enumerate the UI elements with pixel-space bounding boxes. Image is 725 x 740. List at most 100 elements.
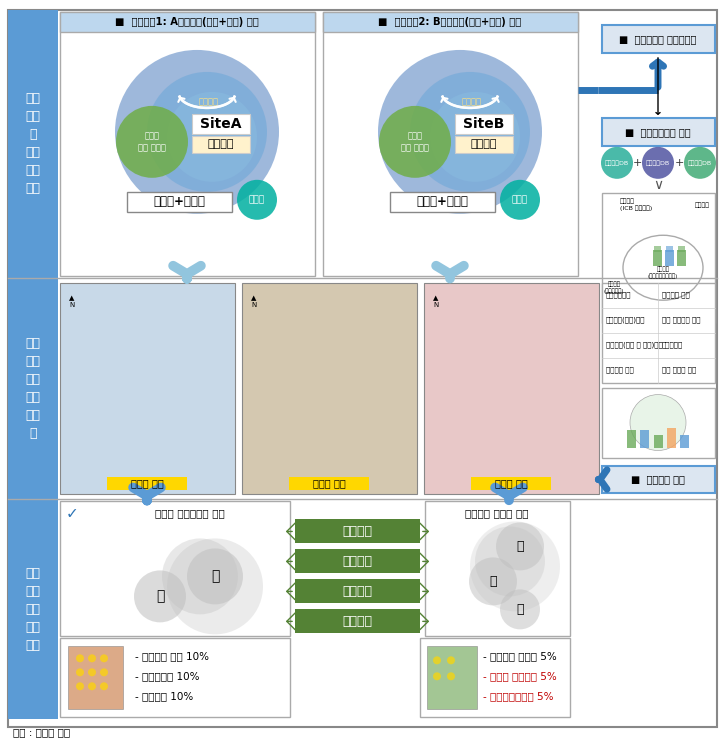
Circle shape — [88, 668, 96, 676]
Text: 인구확화(이양)특성: 인구확화(이양)특성 — [606, 317, 645, 323]
Text: 시: 시 — [211, 569, 219, 583]
Circle shape — [630, 394, 686, 451]
Bar — [602, 465, 715, 494]
Circle shape — [475, 526, 545, 596]
Bar — [602, 118, 715, 146]
Circle shape — [378, 50, 542, 214]
Text: 정책
설계
및
시나
리오
설정: 정책 설계 및 시나 리오 설정 — [25, 92, 41, 195]
Bar — [654, 433, 663, 448]
Text: 비수도권: 비수도권 — [462, 98, 482, 107]
Bar — [455, 114, 513, 134]
Circle shape — [134, 571, 186, 622]
Circle shape — [167, 539, 263, 634]
Bar — [8, 278, 58, 500]
Text: 공동주택DB: 공동주택DB — [646, 160, 670, 166]
Text: - 소득성장 10%: - 소득성장 10% — [135, 691, 194, 702]
Text: 인구 유입거리 분포: 인구 유입거리 분포 — [662, 317, 700, 323]
Bar — [192, 114, 250, 134]
FancyArrowPatch shape — [420, 583, 428, 599]
Text: - 수도권 집중해소 5%: - 수도권 집중해소 5% — [483, 671, 557, 682]
Circle shape — [162, 539, 238, 614]
Text: ▲
N: ▲ N — [252, 295, 257, 308]
Bar — [289, 477, 369, 491]
Bar — [425, 502, 570, 636]
Circle shape — [147, 72, 267, 192]
Circle shape — [88, 682, 96, 690]
Circle shape — [167, 92, 257, 182]
Bar — [323, 12, 578, 276]
Bar — [602, 388, 715, 457]
Text: ∨: ∨ — [653, 178, 663, 192]
Text: ✓: ✓ — [66, 506, 78, 521]
Bar — [323, 12, 578, 32]
Text: 주요 집중지 분포: 주요 집중지 분포 — [662, 366, 696, 373]
Circle shape — [500, 589, 540, 629]
Bar — [295, 609, 420, 633]
Circle shape — [430, 92, 520, 182]
Circle shape — [115, 50, 279, 214]
Circle shape — [76, 668, 84, 676]
Text: 통근권 확대: 통근권 확대 — [130, 479, 163, 488]
Bar — [107, 477, 187, 491]
Text: 이동경로 측정: 이동경로 측정 — [662, 292, 689, 298]
FancyArrowPatch shape — [287, 553, 295, 570]
Circle shape — [237, 180, 277, 220]
Text: 산업정책: 산업정책 — [342, 525, 372, 538]
Bar — [242, 283, 417, 494]
Text: 행정경계: 행정경계 — [695, 202, 710, 208]
Text: 시: 시 — [516, 540, 523, 553]
FancyArrowPatch shape — [420, 553, 428, 570]
Text: 해양정책: 해양정책 — [342, 585, 372, 598]
Bar — [8, 10, 58, 278]
Circle shape — [76, 682, 84, 690]
Text: 유형완구특성: 유형완구특성 — [606, 292, 631, 298]
FancyArrowPatch shape — [287, 523, 295, 539]
Bar — [653, 249, 662, 266]
Text: ▲
N: ▲ N — [434, 295, 439, 308]
Bar — [665, 249, 674, 266]
Circle shape — [76, 654, 84, 662]
Bar — [602, 283, 715, 383]
Text: - 지역경제성장율 5%: - 지역경제성장율 5% — [483, 691, 553, 702]
Text: 교류권 확대: 교류권 확대 — [494, 479, 527, 488]
FancyArrowPatch shape — [287, 613, 295, 630]
Bar — [627, 429, 636, 448]
Bar — [602, 193, 715, 323]
Bar — [455, 136, 513, 153]
Bar — [654, 246, 661, 252]
Circle shape — [469, 557, 517, 605]
Bar — [60, 639, 290, 717]
Text: 택지지구DB: 택지지구DB — [605, 160, 629, 166]
Bar — [60, 12, 315, 32]
Text: 산업부+국토부: 산업부+국토부 — [153, 195, 205, 208]
Bar — [8, 500, 58, 719]
Circle shape — [470, 522, 560, 611]
Text: ■  시공간데이터 융합: ■ 시공간데이터 융합 — [625, 127, 691, 137]
Text: 수도권: 수도권 — [249, 195, 265, 204]
Bar — [295, 549, 420, 574]
Bar — [680, 428, 689, 448]
Text: 공동주택
(국토교통부): 공동주택 (국토교통부) — [604, 281, 624, 294]
Text: 군: 군 — [156, 589, 164, 603]
Circle shape — [100, 668, 108, 676]
Text: 광역적 경제협력권 형성: 광역적 경제협력권 형성 — [155, 508, 225, 519]
Text: 교육부+국토부: 교육부+국토부 — [416, 195, 468, 208]
Bar — [427, 646, 477, 709]
Circle shape — [410, 72, 530, 192]
Bar — [602, 25, 715, 53]
Text: 시: 시 — [516, 603, 523, 616]
Bar — [60, 502, 290, 636]
Circle shape — [447, 656, 455, 665]
Text: 인접한
외부 시군구: 인접한 외부 시군구 — [138, 132, 166, 152]
Text: - 지역격차 해소율 5%: - 지역격차 해소율 5% — [483, 651, 557, 662]
Bar — [192, 136, 250, 153]
Circle shape — [187, 548, 243, 605]
Bar — [60, 283, 235, 494]
Text: +: + — [632, 158, 642, 168]
Text: 정책
파급
효과
시뮬
레이
션: 정책 파급 효과 시뮬 레이 션 — [25, 337, 41, 440]
Text: 인접한
외부 시군구: 인접한 외부 시군구 — [401, 132, 429, 152]
Text: ■  초광역정책 시뮬레이션: ■ 초광역정책 시뮬레이션 — [619, 34, 697, 44]
FancyArrowPatch shape — [420, 523, 428, 539]
Text: - 일자리확보 10%: - 일자리확보 10% — [135, 671, 199, 682]
Text: 생태형동(소득 및 소비)특성: 생태형동(소득 및 소비)특성 — [606, 341, 663, 348]
